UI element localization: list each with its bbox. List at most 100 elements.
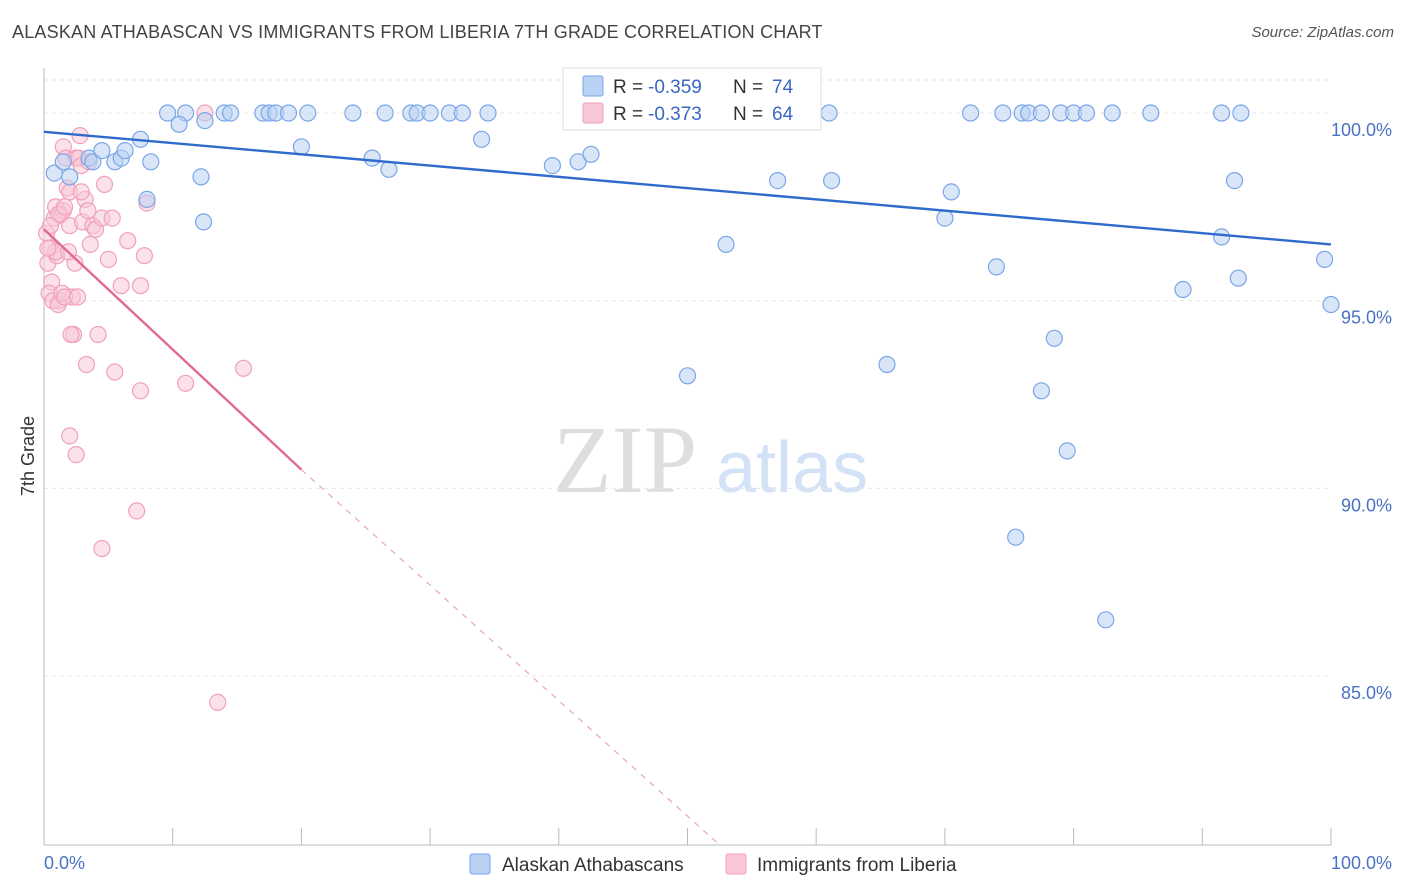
athabascan-point [195,213,213,231]
athabascan-point [453,104,471,122]
athabascan-point [543,157,562,175]
liberia-point [81,235,99,253]
athabascan-point [1097,611,1115,629]
athabascan-point [292,138,310,156]
athabascan-point [961,104,980,122]
legend-blue-swatch [582,75,604,97]
athabascan-point [138,190,156,208]
liberia-point [131,382,150,400]
athabascan-point [344,104,362,122]
athabascan-point [582,145,600,163]
liberia-point [62,325,80,344]
liberia-point [41,217,60,235]
athabascan-point [1229,269,1247,287]
liberia-point [135,247,153,265]
athabascan-point [1212,104,1231,122]
athabascan-point [192,168,210,186]
athabascan-point [196,111,214,130]
y-tick-label: 100.0% [1331,120,1392,140]
athabascan-point [994,104,1012,122]
athabascan-point [569,153,587,171]
athabascan-point [1174,280,1192,299]
athabascan-point [170,115,188,133]
liberia-point [209,693,227,712]
athabascan-point [1045,329,1063,347]
liberia-point [55,198,74,216]
legend-pink-n-value: 64 [772,104,794,125]
athabascan-point [84,153,102,171]
legend-top: R = -0.359 N = 74 R = -0.373 N = 64 [562,67,822,131]
athabascan-point [1077,104,1096,122]
watermark-atlas: atlas [716,428,868,508]
liberia-point [106,363,124,381]
liberia-point [93,539,111,558]
athabascan-point [942,183,960,201]
legend-pink-n-label: N = [733,104,763,125]
watermark-zip: ZIP [553,406,697,513]
legend-pink-r-value: -0.373 [648,104,702,125]
legend-pink-r-label: R = [613,104,643,125]
athabascan-point [279,104,298,122]
athabascan-point [159,104,177,122]
legend-blue-r-label: R = [613,77,643,98]
athabascan-point [380,160,398,178]
legend-bottom-blue-label: Alaskan Athabascans [502,855,684,876]
athabascan-point [1058,442,1076,460]
athabascan-point [93,142,111,160]
x-tick-label-min: 0.0% [44,853,85,873]
chart-title: ALASKAN ATHABASCAN VS IMMIGRANTS FROM LI… [12,22,823,42]
athabascan-point [142,153,160,171]
athabascan-point [768,172,787,190]
legend-bottom-pink-label: Immigrants from Liberia [757,855,957,876]
liberia-point [103,209,121,227]
y-tick-label: 85.0% [1341,683,1392,703]
liberia-point [68,288,87,306]
legend-top-box [562,67,822,131]
athabascan-point [479,104,497,122]
liberia-point [72,183,90,201]
series-athabascan-points [45,104,1340,629]
athabascan-point [116,142,134,160]
athabascan-point [987,258,1006,276]
athabascan-point [1142,104,1160,122]
trend-lines [43,130,1332,846]
athabascan-point [54,153,72,171]
legend-pink-swatch [582,102,604,124]
athabascan-point [61,168,79,186]
liberia-trend-extension [300,469,721,846]
athabascan-point [1322,295,1340,314]
legend-bottom-pink-swatch [725,853,747,875]
legend-bottom: Alaskan Athabascans Immigrants from Libe… [469,853,957,876]
athabascan-trend-line [43,130,1332,246]
legend-bottom-blue-swatch [469,853,491,875]
y-axis-title: 7th Grade [18,416,38,496]
legend-blue-r-value: -0.359 [648,77,702,98]
athabascan-point [473,130,491,148]
source-label: Source: ZipAtlas.com [1251,24,1394,41]
liberia-point [234,359,253,377]
athabascan-point [1007,528,1025,546]
y-tick-label: 95.0% [1341,308,1392,328]
athabascan-point [1315,250,1334,268]
athabascan-point [363,149,381,167]
liberia-point [67,446,85,464]
athabascan-point [1103,104,1121,122]
liberia-point [119,232,137,250]
athabascan-point [1032,104,1051,122]
athabascan-point [299,104,317,122]
liberia-point [77,355,96,374]
liberia-trend-line [43,228,303,471]
liberia-point [128,502,146,520]
liberia-point [131,277,150,295]
athabascan-point [678,367,697,385]
athabascan-point [1232,104,1250,122]
athabascan-point [878,355,896,374]
athabascan-point [1212,228,1231,246]
athabascan-point [936,209,954,227]
liberia-point [99,250,118,268]
athabascan-point [820,104,838,122]
x-ticks [43,828,1332,845]
y-tick-label: 90.0% [1341,495,1392,515]
liberia-point [79,202,97,220]
